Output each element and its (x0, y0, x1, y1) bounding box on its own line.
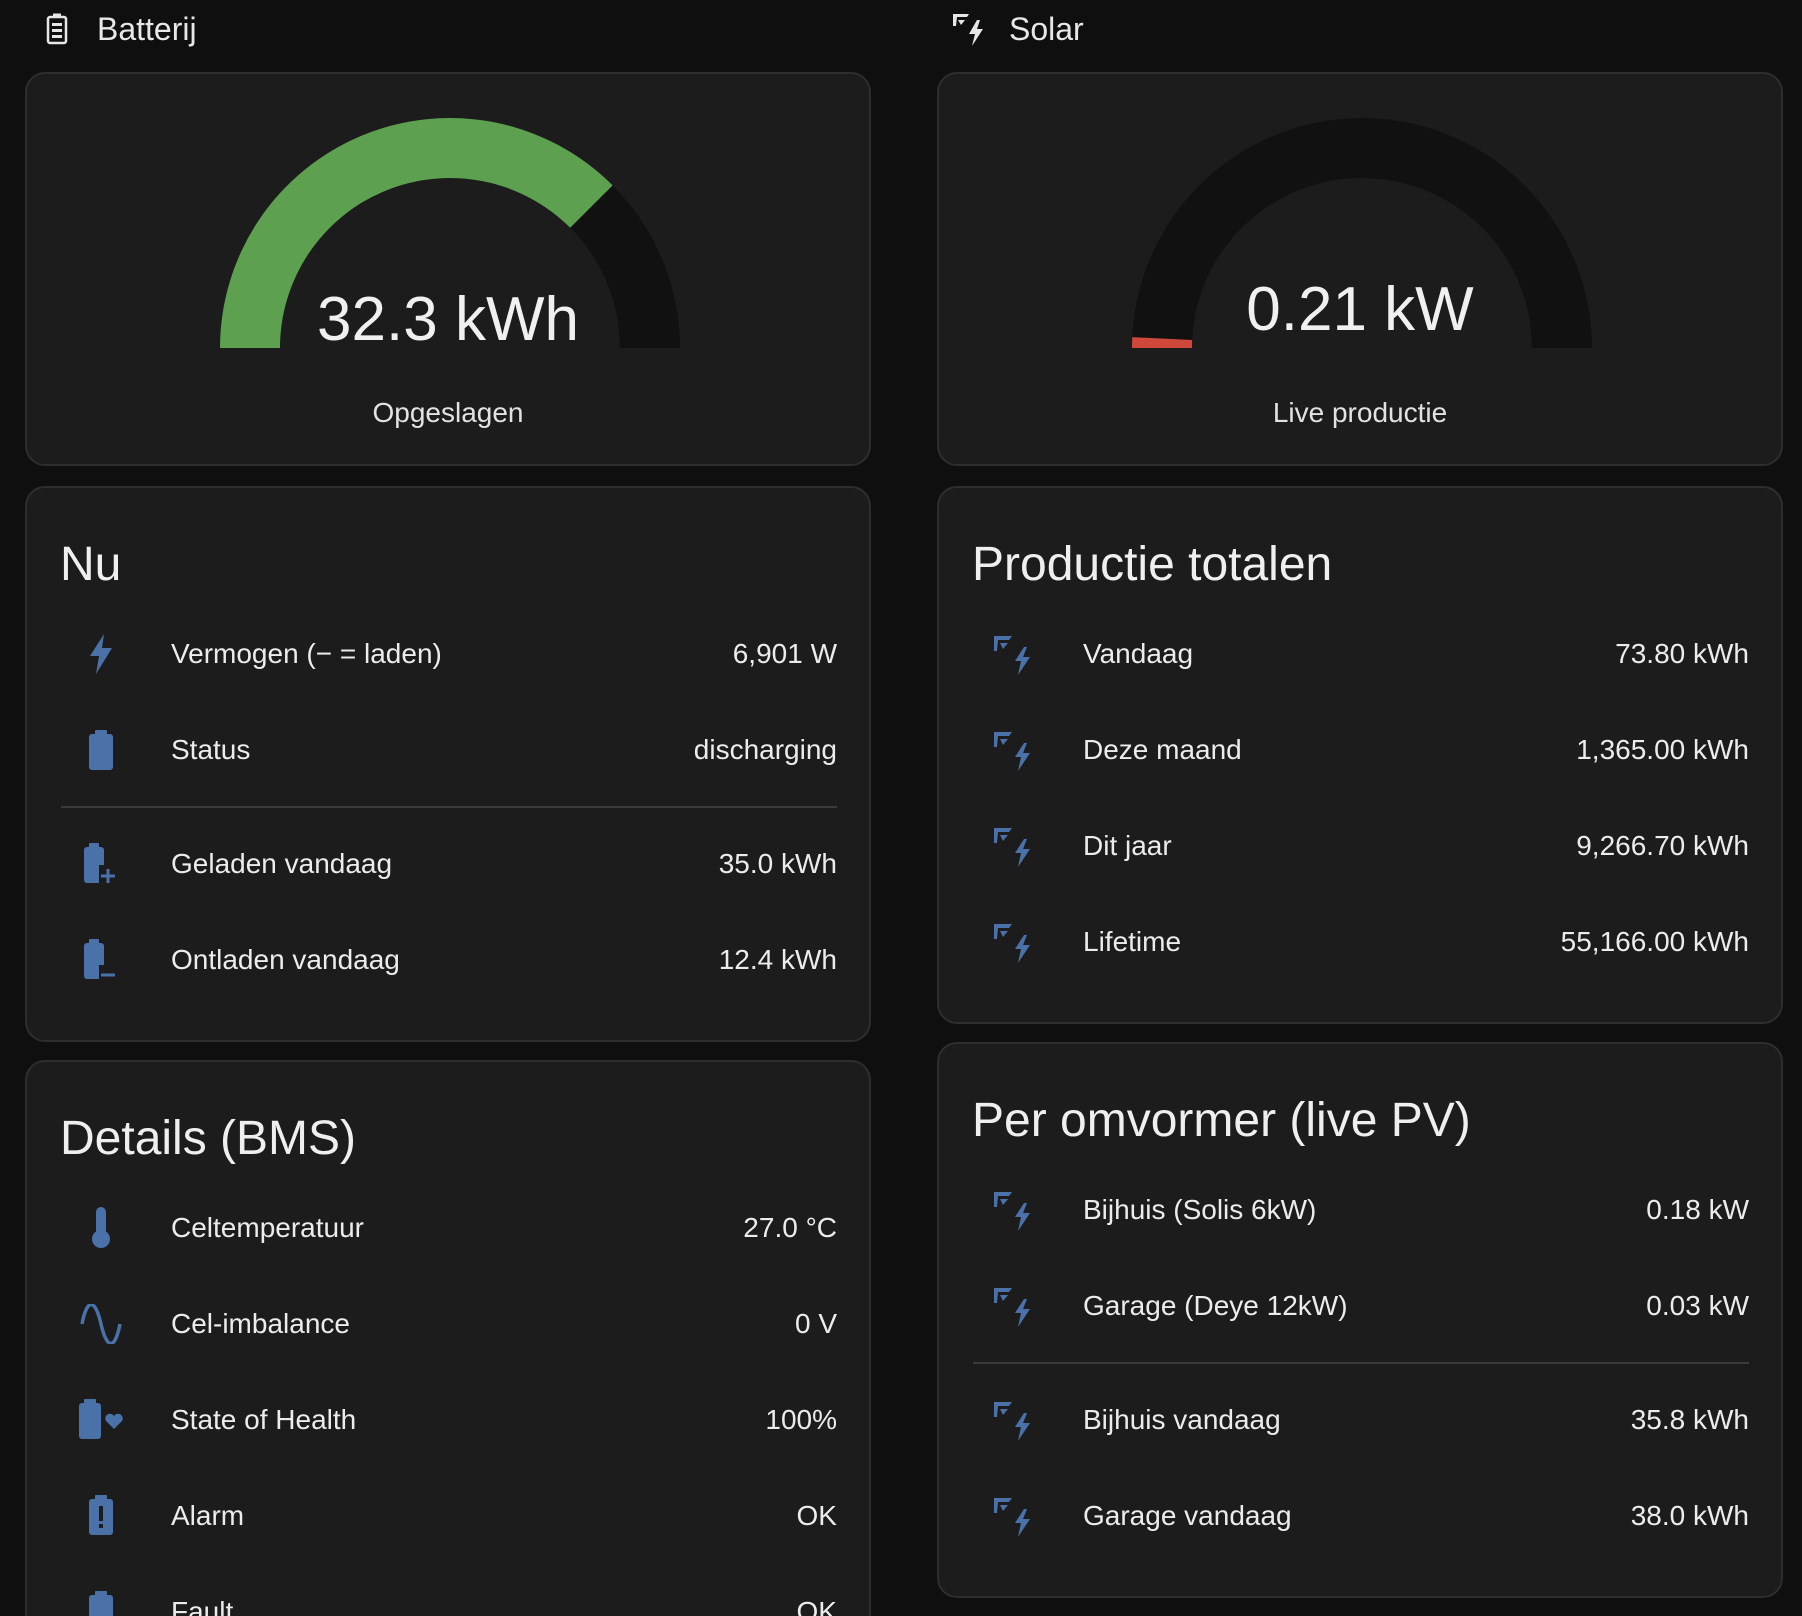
battery-section-title: Batterij (97, 10, 197, 47)
entity-label: Cel-imbalance (171, 1308, 350, 1339)
battery-column: Batterij 32.3 kWh Opgeslagen Nu Vermogen… (25, 0, 871, 1616)
entity-label: Fault (171, 1596, 234, 1616)
entity-label: Alarm (171, 1500, 245, 1531)
entity-value: OK (796, 1596, 837, 1616)
battery-heart-icon (61, 1399, 141, 1441)
entity-value: 0.03 kW (1646, 1290, 1749, 1321)
solar-gauge-card[interactable]: 0.21 kW Live productie (937, 72, 1783, 466)
entity-label: Dit jaar (1083, 830, 1172, 861)
entity-label: Status (171, 734, 251, 765)
gauge-track (1132, 118, 1592, 348)
entity-row-this-month[interactable]: Deze maand 1,365.00 kWh (939, 702, 1781, 798)
entity-label: Vermogen (− = laden) (171, 638, 442, 669)
battery-section-header: Batterij (25, 0, 871, 58)
entity-value: 0 V (794, 1308, 837, 1339)
entity-value: 6,901 W (732, 638, 837, 669)
gauge-fill (220, 117, 613, 349)
solar-power-icon (973, 1189, 1053, 1231)
entity-label: Lifetime (1083, 926, 1182, 957)
sine-wave-icon (61, 1304, 141, 1344)
battery-minus-icon (61, 939, 141, 981)
entity-label: Geladen vandaag (171, 848, 393, 879)
entity-row-discharged-today[interactable]: Ontladen vandaag 12.4 kWh (27, 912, 869, 1008)
entity-row-state-of-health[interactable]: State of Health 100% (27, 1372, 869, 1468)
card-title: Per omvormer (live PV) (972, 1094, 1471, 1147)
entity-label: Bijhuis (Solis 6kW) (1083, 1194, 1317, 1225)
entity-row-cell-temperature[interactable]: Celtemperatuur 27.0 °C (27, 1180, 869, 1276)
lightning-bolt-icon (61, 634, 141, 674)
production-totals-card: Productie totalen Vandaag 73.80 kWh Deze… (937, 486, 1783, 1024)
entity-row-alarm[interactable]: Alarm OK (27, 1468, 869, 1564)
solar-power-icon (973, 633, 1053, 675)
battery-fault-icon (61, 1591, 141, 1616)
battery-gauge-card[interactable]: 32.3 kWh Opgeslagen (25, 72, 871, 466)
entity-label: State of Health (171, 1404, 357, 1435)
solar-section-header: Solar (937, 0, 1783, 58)
card-title: Details (BMS) (60, 1112, 357, 1165)
entity-row-power[interactable]: Vermogen (− = laden) 6,901 W (27, 606, 869, 702)
entity-value: discharging (693, 734, 837, 765)
gauge-label: Live productie (1272, 397, 1448, 428)
battery-details-card: Details (BMS) Celtemperatuur 27.0 °C Cel… (25, 1060, 871, 1616)
entity-label: Ontladen vandaag (171, 944, 400, 975)
divider (973, 1362, 1749, 1364)
solar-section-title: Solar (1009, 10, 1084, 47)
thermometer-icon (61, 1207, 141, 1249)
entity-label: Deze maand (1083, 734, 1242, 765)
entity-row-garage-today[interactable]: Garage vandaag 38.0 kWh (939, 1468, 1781, 1564)
entity-value: 35.0 kWh (718, 848, 837, 879)
entity-value: 27.0 °C (743, 1212, 837, 1243)
entity-value: 0.18 kW (1646, 1194, 1749, 1225)
entity-value: 12.4 kWh (718, 944, 837, 975)
entity-value: 9,266.70 kWh (1576, 830, 1749, 861)
entity-row-bijhuis-today[interactable]: Bijhuis vandaag 35.8 kWh (939, 1372, 1781, 1468)
entity-row-garage-live[interactable]: Garage (Deye 12kW) 0.03 kW (939, 1258, 1781, 1354)
entity-label: Vandaag (1083, 638, 1194, 669)
entity-value: 100% (765, 1404, 837, 1435)
entity-row-today[interactable]: Vandaag 73.80 kWh (939, 606, 1781, 702)
entity-label: Bijhuis vandaag (1083, 1404, 1281, 1435)
entity-value: 35.8 kWh (1630, 1404, 1749, 1435)
solar-column: Solar 0.21 kW Live productie Productie t… (937, 0, 1783, 1598)
entity-label: Garage vandaag (1083, 1500, 1292, 1531)
battery-icon (61, 730, 141, 770)
solar-power-icon (973, 729, 1053, 771)
solar-gauge (1132, 118, 1592, 348)
entity-value: 73.80 kWh (1615, 638, 1749, 669)
entity-row-lifetime[interactable]: Lifetime 55,166.00 kWh (939, 894, 1781, 990)
solar-power-icon (973, 825, 1053, 867)
entity-value: 38.0 kWh (1630, 1500, 1749, 1531)
solar-power-icon (973, 1399, 1053, 1441)
entity-value: 55,166.00 kWh (1560, 926, 1749, 957)
entity-value: 1,365.00 kWh (1576, 734, 1749, 765)
solar-power-icon (949, 9, 989, 49)
entity-row-this-year[interactable]: Dit jaar 9,266.70 kWh (939, 798, 1781, 894)
entity-row-bijhuis-live[interactable]: Bijhuis (Solis 6kW) 0.18 kW (939, 1162, 1781, 1258)
gauge-label: Opgeslagen (372, 397, 524, 428)
card-title: Productie totalen (972, 538, 1333, 591)
battery-alert-icon (61, 1495, 141, 1537)
solar-power-icon (973, 1495, 1053, 1537)
entity-label: Garage (Deye 12kW) (1083, 1290, 1348, 1321)
entity-value: OK (796, 1500, 837, 1531)
divider (61, 806, 837, 808)
per-inverter-card: Per omvormer (live PV) Bijhuis (Solis 6k… (937, 1042, 1783, 1598)
entity-row-status[interactable]: Status discharging (27, 702, 869, 798)
entity-row-charged-today[interactable]: Geladen vandaag 35.0 kWh (27, 816, 869, 912)
entity-row-fault[interactable]: Fault OK (27, 1564, 869, 1616)
battery-plus-icon (61, 843, 141, 885)
battery-now-card: Nu Vermogen (− = laden) 6,901 W Status d… (25, 486, 871, 1042)
gauge-value: 0.21 kW (1246, 275, 1474, 344)
solar-power-icon (973, 921, 1053, 963)
card-title: Nu (60, 538, 122, 591)
gauge-fill (1132, 337, 1193, 348)
solar-power-icon (973, 1285, 1053, 1327)
entity-label: Celtemperatuur (171, 1212, 364, 1243)
gauge-value: 32.3 kWh (317, 285, 579, 354)
battery-gauge (220, 117, 680, 349)
entity-row-cell-imbalance[interactable]: Cel-imbalance 0 V (27, 1276, 869, 1372)
battery-icon (37, 9, 77, 49)
